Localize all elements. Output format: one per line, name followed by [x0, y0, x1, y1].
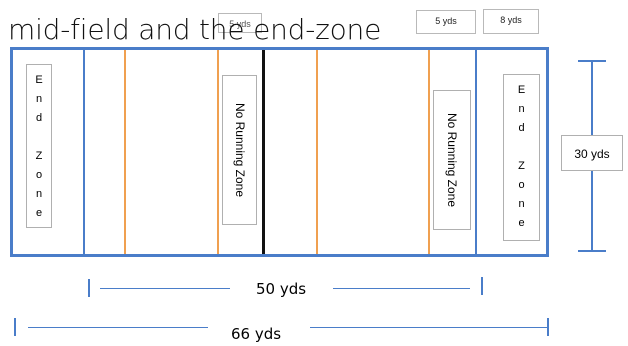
right-ez-letter: Z [518, 160, 525, 172]
tag-8yds: 8 yds [483, 9, 539, 34]
left-ez-letter: o [35, 169, 43, 181]
right-ez-letter: e [518, 217, 525, 229]
left-ez-letter: Z [35, 150, 43, 162]
right-zone-line-1 [316, 50, 318, 254]
field-boundary: E n d Z o n e No Running Zone No Running… [10, 47, 549, 257]
right-zone-line-2 [428, 50, 430, 254]
right-ez-letter: n [518, 198, 525, 210]
right-end-zone-line [475, 50, 477, 254]
height-dim-label: 30 yds [561, 135, 623, 171]
left-ez-letter: d [35, 112, 43, 124]
right-ez-letter: o [518, 179, 525, 191]
no-running-zone-right-box: No Running Zone [433, 90, 471, 230]
inner-width-label: 50 yds [256, 280, 307, 298]
left-ez-letter: e [35, 207, 43, 219]
height-dim-line-upper [591, 61, 593, 135]
no-running-zone-left-label: No Running Zone [232, 102, 247, 198]
height-dim-bottom-tick [578, 250, 606, 252]
inner-width-right-tick [481, 277, 483, 295]
left-end-zone-line [83, 50, 85, 254]
right-ez-letter: n [518, 103, 525, 115]
left-ez-letter: n [35, 93, 43, 105]
total-width-right-tick [547, 318, 549, 336]
right-end-zone-label: E n d Z o n e [504, 81, 539, 233]
tag-5yds-overlay: 5 yds [218, 13, 262, 33]
total-width-left-tick [14, 318, 16, 336]
left-end-zone-label: E n d Z o n e [27, 71, 51, 223]
right-ez-letter: E [517, 84, 526, 96]
left-ez-letter: E [35, 74, 43, 86]
right-end-zone-box: E n d Z o n e [503, 74, 540, 241]
inner-width-line-left [100, 288, 230, 289]
diagram-title: mid-field and the end-zone [8, 13, 382, 46]
total-width-line-left [28, 327, 208, 328]
tag-5yds: 5 yds [416, 10, 476, 34]
no-running-zone-right-label: No Running Zone [445, 112, 459, 208]
left-ez-letter: n [35, 188, 43, 200]
midfield-line [262, 50, 265, 254]
left-end-zone-box: E n d Z o n e [26, 64, 52, 228]
height-dim-line-lower [591, 171, 593, 251]
inner-width-line-right [333, 288, 470, 289]
left-zone-line-2 [217, 50, 219, 254]
right-ez-letter: d [518, 122, 525, 134]
total-width-line-right [310, 327, 548, 328]
no-running-zone-left-box: No Running Zone [222, 75, 257, 225]
left-zone-line-1 [124, 50, 126, 254]
inner-width-left-tick [88, 279, 90, 297]
total-width-label: 66 yds [231, 325, 282, 343]
